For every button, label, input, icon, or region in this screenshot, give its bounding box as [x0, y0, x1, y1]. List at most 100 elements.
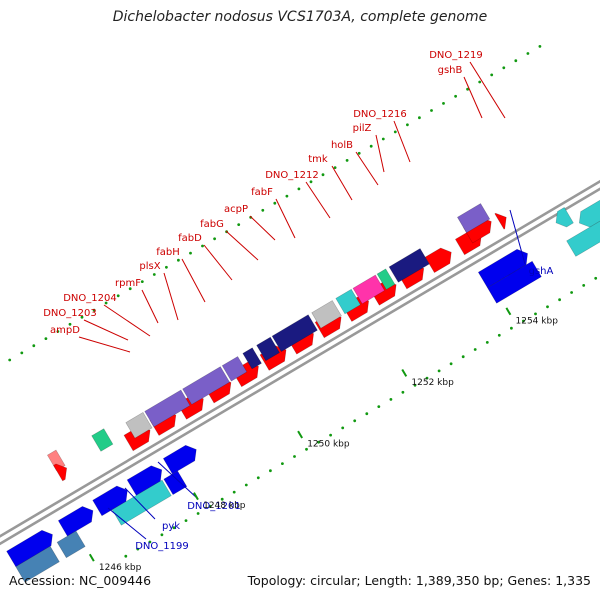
guide-dot	[333, 166, 337, 170]
scale-tick-label: 1250 kbp	[307, 440, 350, 450]
guide-dot	[430, 109, 433, 112]
guide-dot	[196, 512, 200, 515]
guide-dot	[44, 337, 48, 340]
label-leader	[331, 165, 353, 201]
guide-dot	[345, 159, 349, 162]
gene-feature	[477, 248, 528, 289]
label-leader	[463, 76, 483, 119]
label-leader	[141, 289, 159, 324]
guide-dot	[582, 284, 586, 287]
guide-dot	[321, 173, 325, 177]
map-title: Dichelobacter nodosus VCS1703A, complete…	[112, 9, 488, 25]
guide-dot	[309, 180, 313, 184]
gene-feature	[111, 479, 172, 526]
guide-dot	[538, 45, 542, 48]
label-leader	[203, 244, 233, 281]
guide-dot	[172, 526, 176, 530]
guide-dot	[497, 333, 501, 337]
gene-feature	[256, 336, 280, 362]
guide-dot	[490, 73, 494, 77]
gene-feature	[242, 347, 262, 370]
gene-feature	[335, 288, 361, 315]
guide-dot	[237, 223, 241, 227]
guide-dot	[357, 151, 361, 155]
guide-dot	[485, 341, 489, 344]
label-acpp: acpP	[224, 204, 248, 215]
scale-tick-label: 1252 kbp	[411, 378, 454, 388]
label-dno_1199: DNO_1199	[135, 541, 189, 552]
label-rpmf: rpmF	[115, 278, 141, 289]
backbone-line	[0, 187, 600, 546]
label-dno_1216: DNO_1216	[353, 109, 407, 120]
guide-dot	[570, 291, 573, 294]
label-leader	[469, 61, 506, 119]
guide-dot	[256, 476, 260, 480]
label-plsx: plsX	[139, 261, 160, 272]
guide-dot	[148, 540, 152, 544]
guide-dot	[269, 469, 272, 473]
gene-feature	[311, 300, 342, 329]
gene-feature	[163, 470, 188, 496]
guide-dot	[124, 554, 128, 558]
guide-dot	[80, 315, 84, 319]
guide-dot	[413, 383, 417, 387]
guide-dot	[220, 497, 224, 501]
guide-dot	[437, 369, 441, 373]
label-leader	[393, 120, 411, 163]
label-leader	[181, 258, 206, 303]
label-dno_1212: DNO_1212	[265, 170, 319, 181]
label-leader	[249, 215, 276, 241]
guide-dot	[393, 130, 397, 134]
features	[6, 199, 600, 583]
guide-dot	[389, 398, 393, 401]
guide-dot	[232, 490, 236, 494]
label-pyk: pyk	[162, 521, 180, 532]
guide-dot	[466, 87, 469, 91]
guide-dot	[526, 52, 530, 55]
guide-dot	[201, 244, 204, 248]
guide-dot	[285, 194, 289, 198]
guide-dot	[510, 326, 513, 330]
guide-dot	[442, 102, 445, 105]
guide-dot	[401, 390, 405, 394]
guide-dot	[160, 533, 164, 537]
scale-tick-label: 1248 kbp	[203, 501, 246, 511]
guide-dot	[213, 237, 217, 241]
guide-dot	[244, 483, 248, 487]
scale-tick	[505, 307, 512, 316]
label-fabd: fabD	[178, 233, 202, 244]
label-leader	[225, 230, 259, 261]
scale-ticks: 1246 kbp 1248 kbp 1250 kbp 1252 kbp 1254 kbp…	[88, 307, 558, 573]
gene-feature	[456, 203, 491, 234]
guide-dot	[165, 265, 168, 269]
guide-dot	[502, 66, 506, 70]
guide-dot	[104, 301, 108, 305]
label-leader	[124, 487, 156, 520]
gene-feature	[56, 530, 86, 559]
guide-dot	[8, 358, 12, 362]
backbone	[0, 179, 600, 546]
label-pilz: pilZ	[353, 123, 372, 134]
label-fabf: fabF	[251, 187, 273, 198]
guide-dot	[478, 80, 482, 84]
label-holb: holB	[331, 140, 353, 151]
label-leader	[275, 198, 296, 239]
gene-feature	[494, 212, 507, 230]
guide-dot	[449, 362, 453, 366]
gene-feature	[126, 465, 163, 496]
guide-dot	[418, 116, 421, 120]
label-leader	[355, 151, 379, 186]
guide-dot	[377, 405, 381, 408]
guide-dot	[293, 455, 296, 458]
guide-dot	[56, 330, 60, 333]
scale-tick	[297, 430, 304, 439]
guide-dot	[406, 123, 409, 127]
label-leader	[107, 507, 147, 540]
gene-feature	[578, 199, 600, 228]
guide-dot	[341, 426, 345, 430]
label-leader	[78, 336, 131, 353]
label-leader	[163, 272, 179, 321]
guide-dot	[281, 462, 284, 465]
guide-dot	[594, 276, 598, 280]
